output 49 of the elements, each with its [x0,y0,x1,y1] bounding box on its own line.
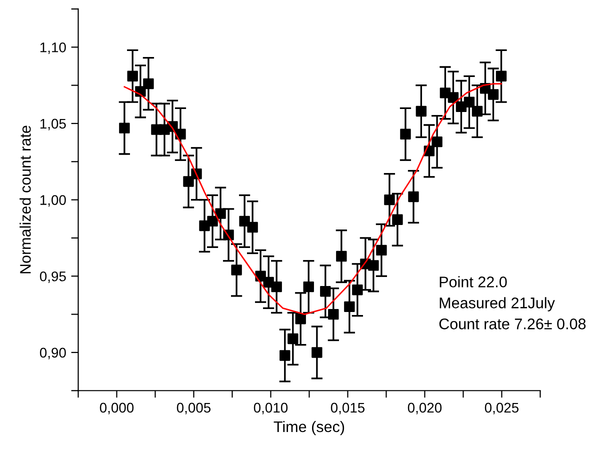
point [215,208,226,219]
point [336,250,347,262]
y-tick-label: 1,00 [40,195,66,207]
annotation: Measured 21July [440,297,555,312]
point [312,347,322,358]
point [432,136,442,148]
point [280,350,290,361]
point [344,301,355,312]
point [127,70,138,82]
point [464,96,475,108]
x-tick-label: 0,010 [254,402,288,414]
point [303,281,314,292]
point [408,191,419,202]
point [368,260,379,271]
point [496,70,507,82]
point [231,264,242,276]
point [392,214,403,226]
y-tick-label: 1,05 [40,118,66,130]
point [400,128,411,140]
y-tick-label: 0,90 [40,348,66,360]
x-axis-title: Time (sec) [274,420,344,436]
x-tick-label: 0,025 [484,402,519,414]
annotation: Point 22.0 [440,276,507,288]
point [119,122,130,134]
point [143,78,154,90]
point [448,92,459,103]
y-tick-label: 1,10 [40,42,66,54]
x-tick-label: 0,020 [408,402,442,414]
point [488,89,499,100]
point [271,281,282,292]
point [472,106,483,117]
point [416,106,427,117]
annotation: Count rate 7.26± 0.08 [439,318,586,330]
point [320,286,331,297]
x-tick-label: 0,015 [330,402,365,414]
y-tick-label: 0,95 [40,271,66,283]
point [207,216,218,227]
x-tick-label: 0,005 [176,402,211,414]
x-tick-label: 0,000 [100,402,134,414]
point [288,333,298,344]
point [247,222,258,233]
point [384,194,395,206]
point [295,314,306,324]
point [328,308,339,320]
point [183,176,194,187]
point [376,244,387,256]
point [175,128,186,140]
y-axis-title: Normalized count rate [20,126,31,274]
point [352,284,363,296]
